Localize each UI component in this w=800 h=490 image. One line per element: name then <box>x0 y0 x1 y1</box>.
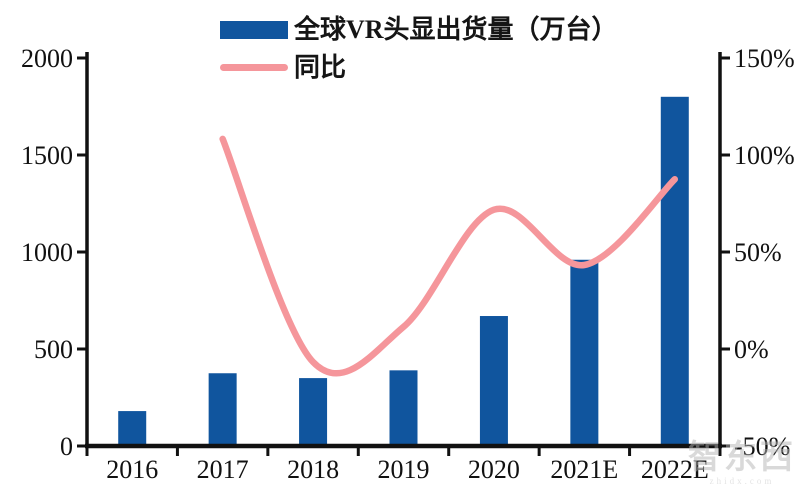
bar-2017 <box>208 373 237 446</box>
left-tick-label: 1500 <box>21 141 73 170</box>
x-axis-label: 2022E <box>641 455 709 484</box>
yoy-line <box>219 135 679 377</box>
x-axis-label: 2020 <box>468 455 520 484</box>
left-tick-label: 500 <box>34 335 73 364</box>
legend-item-yoy: 同比 <box>220 52 618 83</box>
legend-line-label: 同比 <box>294 52 347 82</box>
legend-bar-label: 全球VR头显出货量（万台） <box>294 15 618 44</box>
right-tick-label: 50% <box>734 238 782 267</box>
bar-2022E <box>660 96 689 447</box>
x-axis-label: 2018 <box>287 455 339 484</box>
bar-2016 <box>118 411 147 446</box>
bar-2018 <box>299 378 328 446</box>
bar-2020 <box>479 316 508 446</box>
x-axis-label: 2016 <box>106 455 158 484</box>
left-tick-label: 0 <box>60 432 73 461</box>
right-tick-label: -50% <box>734 432 790 461</box>
x-axis-label: 2021E <box>550 455 618 484</box>
left-tick-label: 1000 <box>21 238 73 267</box>
legend-line-swatch-icon <box>220 64 288 72</box>
x-axis-label: 2019 <box>378 455 430 484</box>
bar-2021E <box>570 259 599 446</box>
left-tick-label: 2000 <box>21 44 73 73</box>
legend: 全球VR头显出货量（万台） 同比 <box>220 15 618 83</box>
right-tick-label: 150% <box>734 44 795 73</box>
legend-item-shipments: 全球VR头显出货量（万台） <box>220 15 618 45</box>
right-tick-label: 0% <box>734 335 769 364</box>
legend-bar-swatch-icon <box>220 21 288 40</box>
bar-2019 <box>389 370 418 446</box>
right-tick-label: 100% <box>734 141 795 170</box>
x-axis-label: 2017 <box>197 455 249 484</box>
